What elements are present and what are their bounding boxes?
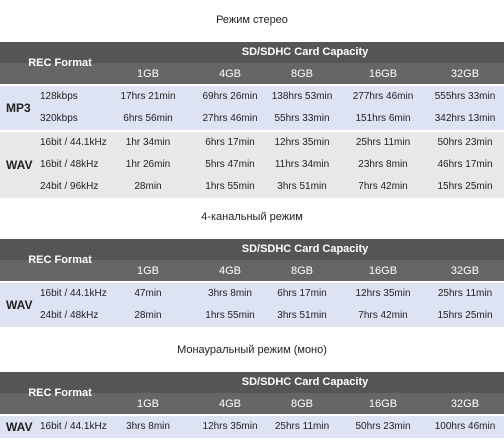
cell: 6hrs 17min — [277, 288, 327, 299]
group-name: WAV — [6, 298, 33, 312]
cell: 69hrs 26min — [202, 91, 258, 102]
header-bg — [0, 393, 504, 414]
cell: 12hrs 35min — [274, 137, 330, 148]
cell: 50hrs 23min — [355, 421, 411, 432]
cell: 23hrs 8min — [358, 159, 408, 170]
cell: 277hrs 46min — [352, 91, 414, 102]
cell: 342hrs 13min — [434, 113, 496, 124]
cell: 1hrs 55min — [205, 181, 255, 192]
group-bg — [0, 416, 504, 438]
cell: 1hrs 55min — [205, 310, 255, 321]
size: 8GB — [290, 265, 314, 277]
cell: 25hrs 11min — [274, 421, 330, 432]
cell: 46hrs 17min — [437, 159, 493, 170]
format: 24bit / 96kHz — [40, 181, 99, 192]
cell: 28min — [134, 181, 162, 192]
cell: 3hrs 51min — [277, 310, 327, 321]
cell: 7hrs 42min — [358, 181, 408, 192]
capacity: SD/SDHC Card Capacity — [241, 46, 369, 58]
cell: 3hrs 8min — [126, 421, 170, 432]
cell: 12hrs 35min — [202, 421, 258, 432]
format: 16bit / 48kHz — [40, 159, 99, 170]
cell: 6hrs 17min — [205, 137, 255, 148]
cell: 27hrs 46min — [202, 113, 258, 124]
size: 1GB — [136, 265, 160, 277]
size: 32GB — [450, 265, 480, 277]
size: 16GB — [368, 265, 398, 277]
rec-format: REC Format — [28, 254, 92, 266]
format: 16bit / 44.1kHz — [40, 421, 107, 432]
rec-format: REC Format — [28, 387, 92, 399]
size: 1GB — [136, 68, 160, 80]
format: 320kbps — [40, 113, 78, 124]
size: 32GB — [450, 68, 480, 80]
cell: 15hrs 25min — [437, 310, 493, 321]
size: 8GB — [290, 68, 314, 80]
cell: 100hrs 46min — [434, 421, 496, 432]
cell: 15hrs 25min — [437, 181, 493, 192]
header-bg — [0, 260, 504, 281]
cell: 7hrs 42min — [358, 310, 408, 321]
format: 16bit / 44.1kHz — [40, 137, 107, 148]
cell: 1hr 26min — [125, 159, 171, 170]
rec-format: REC Format — [28, 57, 92, 69]
cell: 55hrs 33min — [274, 113, 330, 124]
format: 128kbps — [40, 91, 78, 102]
group-bg — [0, 283, 504, 327]
cell: 1hr 34min — [125, 137, 171, 148]
header-bg — [0, 42, 504, 63]
size: 32GB — [450, 398, 480, 410]
cell: 6hrs 56min — [123, 113, 173, 124]
format: 24bit / 48kHz — [40, 310, 99, 321]
header-bg — [0, 239, 504, 260]
section-title: Режим стерео — [216, 14, 288, 26]
cell: 25hrs 11min — [355, 137, 411, 148]
group-name: MP3 — [6, 101, 31, 115]
cell: 5hrs 47min — [205, 159, 255, 170]
group-name: WAV — [6, 158, 33, 172]
header-bg — [0, 372, 504, 393]
group-name: WAV — [6, 420, 33, 434]
section-title: Монауральный режим (моно) — [177, 344, 327, 356]
capacity: SD/SDHC Card Capacity — [241, 243, 369, 255]
size: 1GB — [136, 398, 160, 410]
cell: 50hrs 23min — [437, 137, 493, 148]
cell: 12hrs 35min — [355, 288, 411, 299]
size: 4GB — [218, 398, 242, 410]
capacity: SD/SDHC Card Capacity — [241, 376, 369, 388]
cell: 25hrs 11min — [437, 288, 493, 299]
group-bg — [0, 86, 504, 130]
cell: 3hrs 8min — [208, 288, 252, 299]
cell: 138hrs 53min — [271, 91, 333, 102]
cell: 17hrs 21min — [120, 91, 176, 102]
size: 16GB — [368, 398, 398, 410]
cell: 555hrs 33min — [434, 91, 496, 102]
cell: 47min — [134, 288, 162, 299]
cell: 28min — [134, 310, 162, 321]
cell: 3hrs 51min — [277, 181, 327, 192]
cell: 151hrs 6min — [355, 113, 411, 124]
size: 4GB — [218, 68, 242, 80]
size: 8GB — [290, 398, 314, 410]
section-title: 4-канальный режим — [201, 211, 303, 223]
size: 16GB — [368, 68, 398, 80]
format: 16bit / 44.1kHz — [40, 288, 107, 299]
cell: 11hrs 34min — [274, 159, 330, 170]
header-bg — [0, 63, 504, 84]
size: 4GB — [218, 265, 242, 277]
group-bg — [0, 132, 504, 198]
